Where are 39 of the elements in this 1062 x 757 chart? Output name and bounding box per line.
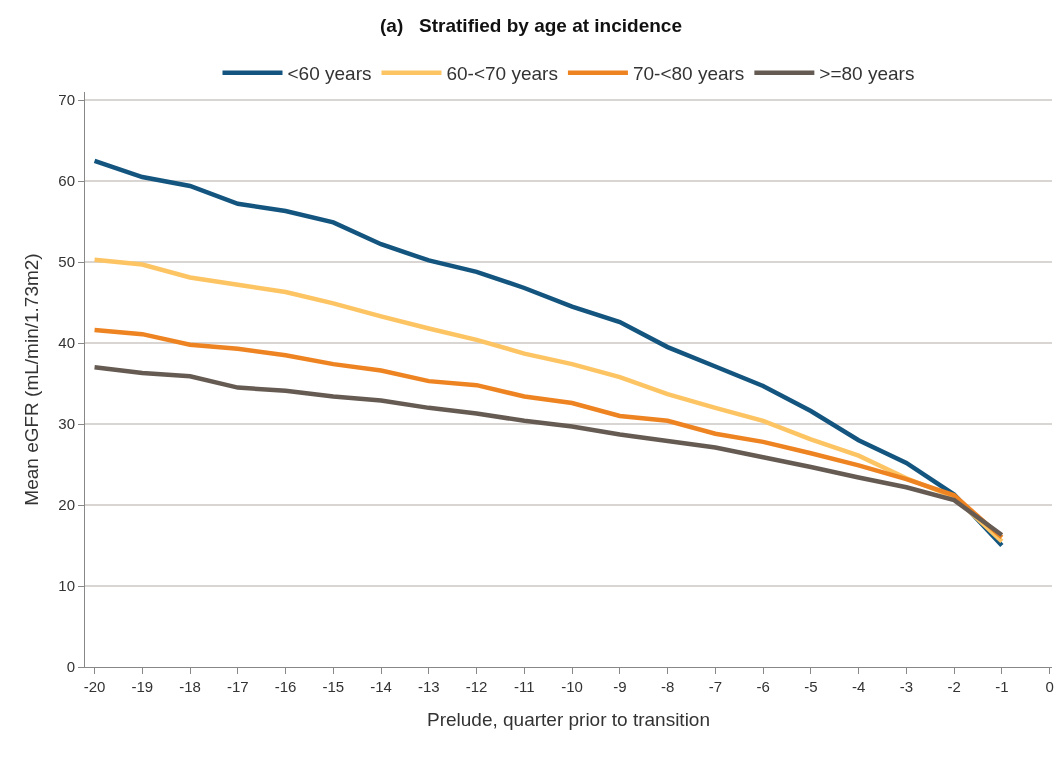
- x-tick-label: -4: [851, 678, 866, 695]
- x-tick-label: -9: [613, 678, 627, 695]
- x-tick-label: -2: [947, 678, 961, 695]
- y-tick-label: 70: [58, 91, 75, 109]
- y-tick-label: 10: [58, 577, 75, 595]
- x-axis-title: Prelude, quarter prior to transition: [426, 708, 711, 730]
- x-tick-label: -7: [708, 678, 723, 695]
- x-tick-label: -1: [995, 678, 1009, 695]
- line-series: [92, 327, 1005, 540]
- y-tick-label: 50: [58, 253, 75, 271]
- x-tick-label: -6: [756, 678, 770, 695]
- x-tick-label: -20: [83, 678, 106, 695]
- y-tick-label: 20: [58, 496, 75, 514]
- line-series: [92, 365, 1005, 538]
- y-tick-label: 40: [58, 334, 75, 352]
- x-tick-label: 0: [1045, 678, 1054, 695]
- x-tick-label: -18: [179, 678, 201, 695]
- y-axis-title: Mean eGFR (mL/min/1.73m2): [21, 253, 43, 506]
- y-tick-label: 60: [58, 172, 75, 190]
- legend-label: <60 years: [287, 63, 372, 85]
- legend-label: 60-<70 years: [446, 63, 558, 85]
- y-tick-label: 0: [66, 658, 75, 676]
- x-tick-label: -12: [465, 678, 488, 695]
- x-tick-label: -17: [226, 678, 249, 695]
- x-tick-label: -14: [370, 678, 392, 695]
- x-tick-label: -10: [561, 678, 583, 695]
- x-tick-label: -3: [899, 678, 914, 695]
- y-tick-label: 30: [58, 415, 75, 433]
- chart-title: (a) Stratified by age at incidence: [380, 15, 682, 37]
- x-tick-label: -15: [322, 678, 345, 695]
- x-tick-label: -11: [514, 678, 535, 695]
- x-tick-label: -8: [660, 678, 675, 695]
- line-series: [92, 158, 1005, 548]
- x-tick-label: -5: [804, 678, 818, 695]
- legend-label: 70-<80 years: [632, 63, 745, 85]
- legend-label: >=80 years: [819, 63, 915, 85]
- x-tick-label: -13: [417, 678, 440, 695]
- x-tick-label: -16: [274, 678, 297, 695]
- x-tick-label: -19: [131, 678, 154, 695]
